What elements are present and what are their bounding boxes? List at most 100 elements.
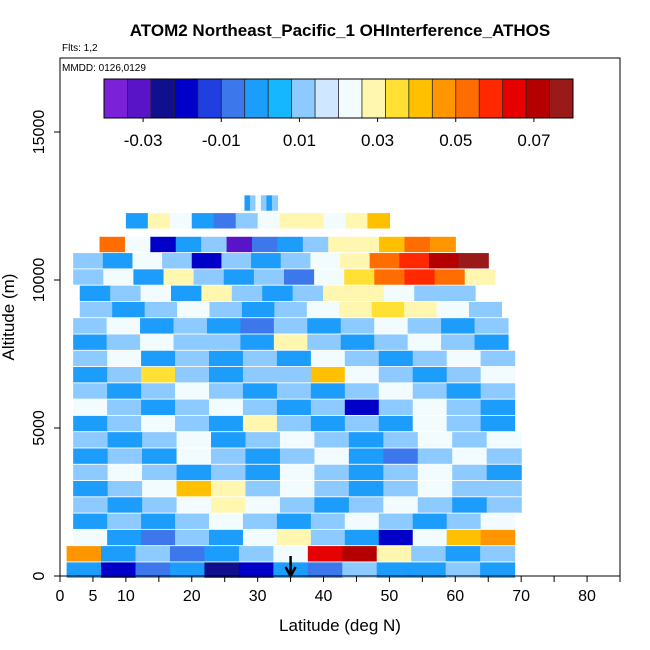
heatmap-cell	[407, 334, 442, 350]
heatmap-cell	[107, 399, 142, 415]
heatmap-cell	[486, 480, 522, 497]
heatmap-cell	[411, 562, 447, 578]
heatmap-cell	[133, 269, 165, 285]
heatmap-cell	[201, 236, 228, 253]
heatmap-cell	[142, 497, 178, 513]
heatmap-cell	[371, 301, 405, 318]
heatmap-cell	[345, 213, 369, 229]
heatmap-cell	[206, 318, 242, 334]
heatmap-cell	[141, 529, 176, 546]
heatmap-cell	[276, 513, 312, 529]
heatmap-cell	[79, 301, 113, 318]
heatmap-cell	[412, 513, 448, 529]
heatmap-cell	[310, 383, 346, 399]
heatmap-cell	[245, 480, 281, 497]
heatmap-cell	[480, 350, 516, 367]
heatmap-cell	[242, 513, 278, 529]
heatmap-cell	[73, 432, 109, 448]
heatmap-cell	[310, 350, 346, 367]
heatmap-cell	[73, 480, 109, 497]
heatmap-cell	[107, 350, 142, 367]
heatmap-cell	[107, 415, 142, 432]
heatmap-cell	[480, 383, 516, 399]
x-tick-label: 40	[315, 588, 333, 605]
heatmap-cell	[276, 383, 312, 399]
heatmap-cell	[251, 253, 282, 269]
heatmap-cell	[307, 318, 342, 334]
heatmap-cell	[73, 350, 108, 367]
heatmap-cell	[378, 350, 414, 367]
heatmap-cell	[446, 399, 482, 415]
heatmap-cell	[378, 383, 414, 399]
heatmap-cell	[446, 383, 482, 399]
heatmap-cell	[480, 367, 516, 383]
heatmap-cell	[211, 464, 247, 481]
heatmap-cell	[140, 318, 175, 334]
heatmap-cell	[141, 367, 176, 383]
heatmap-cell	[141, 350, 176, 367]
colorbar: -0.03 -0.01 0.01 0.03 0.05 0.07	[103, 78, 574, 150]
heatmap-cell	[445, 546, 481, 562]
heatmap-cell	[404, 269, 436, 285]
colorbar-tick-label: 0.05	[439, 131, 472, 150]
heatmap-cell	[314, 432, 350, 448]
colorbar-swatch	[526, 79, 550, 118]
heatmap-cell	[135, 546, 171, 562]
heatmap-cell	[417, 464, 453, 481]
heatmap-cell	[369, 253, 400, 269]
heatmap-cell	[480, 415, 516, 432]
heatmap-cell	[310, 399, 346, 415]
heatmap-cell	[314, 480, 350, 497]
plot-frame	[59, 57, 621, 577]
heatmap-cell	[474, 334, 509, 350]
heatmap-cell	[374, 269, 406, 285]
colorbar-swatch	[291, 79, 316, 118]
heatmap-cell	[328, 236, 355, 253]
heatmap-cell	[310, 415, 346, 432]
y-tick-label: 0	[31, 571, 48, 580]
heatmap-cell	[280, 253, 311, 269]
heatmap-cell	[242, 415, 278, 432]
heatmap-cell	[323, 213, 347, 229]
heatmap-cell	[66, 562, 102, 578]
colorbar-swatch	[385, 79, 410, 118]
heatmap-cell	[107, 464, 143, 481]
heatmap-cell	[106, 334, 141, 350]
heatmap-cell	[340, 334, 375, 350]
heatmap-cell	[412, 367, 448, 383]
dates-note: MMDD: 0126,0129	[62, 63, 146, 74]
heatmap-cell	[279, 464, 316, 481]
heatmap-cell	[412, 383, 448, 399]
heatmap-cell	[276, 350, 312, 367]
heatmap-cell	[314, 497, 350, 513]
heatmap-cell	[348, 497, 384, 513]
heatmap-cell	[274, 301, 308, 318]
heatmap-cell	[273, 318, 308, 334]
heatmap-cell	[260, 195, 268, 211]
heatmap-cell	[444, 285, 476, 302]
heatmap-cell	[276, 367, 312, 383]
heatmap-cell	[383, 285, 415, 302]
heatmap-cell	[353, 236, 380, 253]
colorbar-frame	[103, 78, 574, 119]
heatmap-cell	[99, 236, 126, 253]
heatmap-cell	[367, 213, 391, 229]
heatmap-cell	[441, 334, 476, 350]
colorbar-swatch	[221, 79, 245, 118]
heatmap-cells	[66, 195, 522, 578]
heatmap-cell	[176, 448, 212, 464]
heatmap-cell	[209, 415, 244, 432]
heatmap-cell	[452, 480, 488, 497]
heatmap-cell	[279, 213, 303, 229]
x-tick-label: 60	[446, 588, 464, 605]
heatmap-cell	[73, 253, 104, 269]
heatmap-cell	[480, 513, 516, 529]
y-tick-label: 5000	[31, 410, 48, 446]
heatmap-cell	[142, 464, 178, 481]
y-axis-label: Altitude (m)	[0, 274, 18, 361]
heatmap-cell	[417, 432, 453, 448]
x-axis-label: Latitude (deg N)	[279, 616, 401, 635]
heatmap-cell	[414, 285, 446, 302]
heatmap-cell	[276, 529, 312, 546]
